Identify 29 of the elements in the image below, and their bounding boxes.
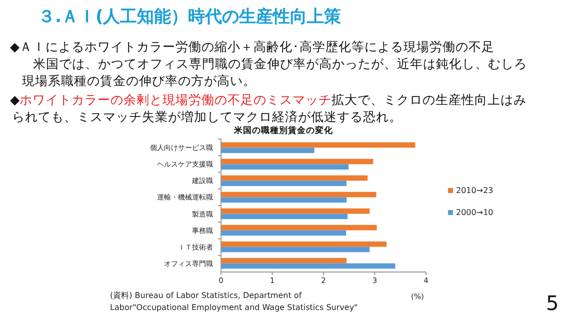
bar (221, 263, 396, 269)
text: 現場系職種の賃金の伸び率の方が高い。 (22, 73, 256, 88)
bar (221, 208, 370, 214)
bar (221, 180, 347, 186)
text: ◆ＡＩによるホワイトカラー労働の縮小＋高齢化･高学歴化等による現場労働の不足 (10, 39, 495, 54)
bar (221, 142, 416, 148)
text: 米国では、かつてオフィス専門職の賃金伸び率が高かったが、近年は鈍化し、むしろ (33, 56, 527, 71)
bar (221, 175, 368, 181)
bar (221, 197, 347, 203)
text: られても、ミスマッチ失業が増加してマクロ経済が低迷する恐れ。 (12, 109, 402, 124)
bar (221, 192, 376, 198)
text: ホワイトカラーの余剰と現場労働の不足のミスマッチ (20, 92, 332, 107)
bar (221, 246, 370, 252)
bar (221, 214, 348, 220)
bar (221, 148, 314, 154)
bar (221, 158, 374, 164)
bar (221, 258, 347, 264)
legend-label: 2010→23 (456, 186, 494, 195)
bar (221, 164, 349, 170)
bar (221, 224, 377, 230)
text: 拡大で、ミクロの生産性向上はみ (332, 92, 527, 107)
legend-label: 2000→10 (456, 208, 494, 217)
chart-title: ３.ＡＩ(人工知能）時代の生産性向上策 (38, 7, 342, 27)
bar (221, 230, 346, 236)
chart-subtitle: 米国の職種別賃金の変化 (233, 125, 334, 136)
bar (221, 241, 387, 247)
text: 5 (546, 291, 559, 315)
text: ◆ (10, 92, 20, 107)
text: (資料) Bureau of Labor Statistics, Department of Labor"Occupational Employment and Wage Statistics Survey" (110, 291, 358, 312)
